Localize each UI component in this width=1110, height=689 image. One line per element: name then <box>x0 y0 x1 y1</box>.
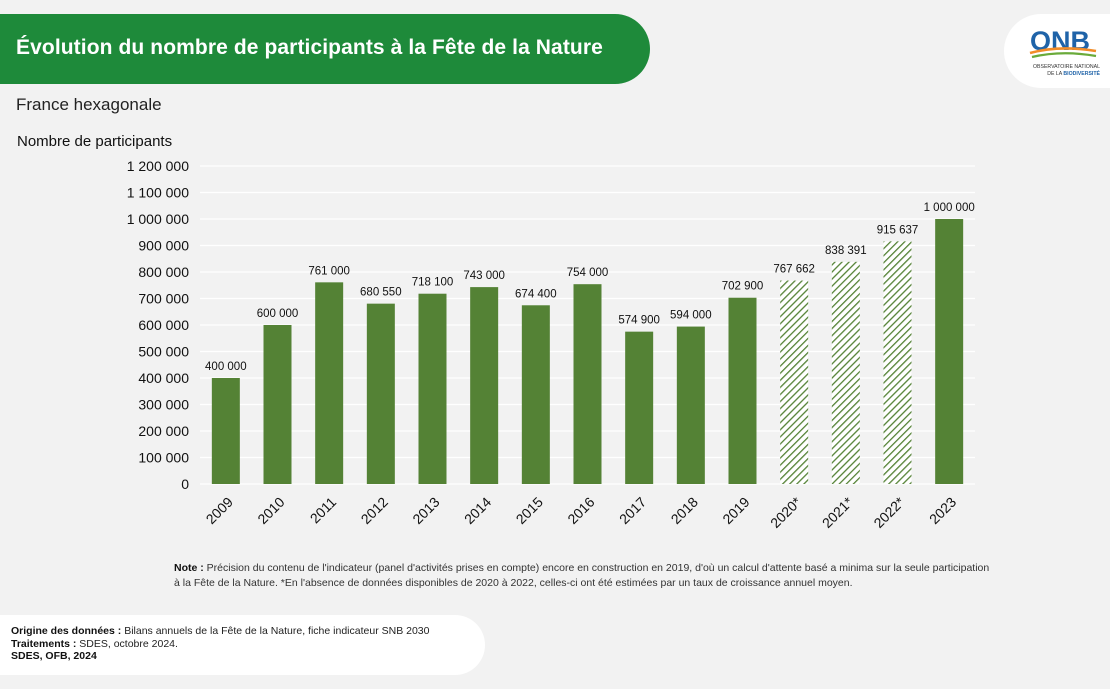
bar <box>263 325 292 484</box>
bar-value-label: 600 000 <box>257 308 299 320</box>
bar-value-label: 761 000 <box>308 265 350 277</box>
y-tick-label: 0 <box>181 476 189 492</box>
x-tick-label: 2019 <box>719 494 752 527</box>
x-tick-label: 2011 <box>307 494 340 527</box>
bar-value-label: 915 637 <box>877 224 919 236</box>
y-tick-label: 1 100 000 <box>127 185 189 201</box>
bar <box>521 305 550 484</box>
y-axis-title: Nombre de participants <box>17 133 173 150</box>
onb-logo-graphic: ONB OBSERVATOIRE NATIONAL DE LA BIODIVER… <box>1029 26 1101 77</box>
x-tick-label: 2012 <box>358 494 391 527</box>
bar <box>470 287 499 484</box>
x-tick-label: 2022* <box>870 493 908 531</box>
x-tick-label: 2018 <box>668 494 701 527</box>
source-treatment: Traitements : SDES, octobre 2024. <box>11 637 178 650</box>
logo-green-swoosh <box>1031 52 1097 59</box>
x-tick-label: 2016 <box>564 494 597 527</box>
bar-value-label: 838 391 <box>825 245 867 257</box>
x-tick-label: 2014 <box>461 494 494 527</box>
y-tick-label: 100 000 <box>138 450 189 466</box>
y-tick-label: 700 000 <box>138 291 189 307</box>
bar <box>935 219 964 484</box>
source-box: Origine des données : Bilans annuels de … <box>0 615 485 675</box>
x-tick-label: 2010 <box>254 494 287 527</box>
bar-value-label: 680 550 <box>360 287 402 299</box>
x-tick-label: 2013 <box>409 494 442 527</box>
x-tick-label: 2017 <box>616 494 649 527</box>
bars <box>211 219 964 484</box>
x-tick-label: 2023 <box>926 494 959 527</box>
chart-note: Note : Précision du contenu de l'indicat… <box>174 561 994 590</box>
bar-value-label: 718 100 <box>412 277 454 289</box>
bar <box>315 282 344 484</box>
x-axis-ticks: 2009 2010 2011 2012 2013 2014 2015 2016 2017 2018… <box>203 493 960 531</box>
bar-chart: 0 100 000 200 000 300 000 400 000 500 000 600 … <box>127 158 975 531</box>
y-tick-label: 300 000 <box>138 397 189 413</box>
y-axis-ticks: 0 100 000 200 000 300 000 400 000 500 000 600 … <box>127 158 190 492</box>
x-tick-label: 2015 <box>513 494 546 527</box>
x-tick-label: 2009 <box>203 494 236 527</box>
bar-value-label: 574 900 <box>618 315 660 327</box>
y-tick-label: 1 000 000 <box>127 211 189 227</box>
page-title: Évolution du nombre de participants à la… <box>16 36 603 59</box>
y-tick-label: 800 000 <box>138 264 189 280</box>
x-tick-label: 2020* <box>767 493 805 531</box>
bar-value-label: 767 662 <box>773 264 815 276</box>
y-tick-label: 500 000 <box>138 344 189 360</box>
bar-value-label: 702 900 <box>722 281 764 293</box>
bar-value-label: 400 000 <box>205 361 247 373</box>
note-text: Précision du contenu de l'indicateur (pa… <box>174 562 990 589</box>
y-tick-label: 400 000 <box>138 370 189 386</box>
y-tick-label: 1 200 000 <box>127 158 189 174</box>
logo-orange-swoosh <box>1029 47 1097 55</box>
y-tick-label: 600 000 <box>138 317 189 333</box>
bar <box>211 378 240 484</box>
bar <box>625 331 654 484</box>
value-labels: 400 000 600 000 761 000 680 550 718 100 743 0… <box>205 202 975 373</box>
note-label: Note : <box>174 562 204 574</box>
bar <box>780 280 809 484</box>
source-text: Origine des données : Bilans annuels de … <box>11 625 429 663</box>
title-banner: Évolution du nombre de participants à la… <box>0 14 650 84</box>
y-tick-label: 900 000 <box>138 238 189 254</box>
bar <box>831 261 860 484</box>
logo-line1: OBSERVATOIRE NATIONAL <box>1033 64 1100 70</box>
bar <box>418 293 447 484</box>
bar <box>573 284 602 484</box>
bar-value-label: 674 400 <box>515 288 557 300</box>
logo-line2: DE LA BIODIVERSITÉ <box>1047 69 1100 77</box>
bar-value-label: 594 000 <box>670 310 712 322</box>
source-credit: SDES, OFB, 2024 <box>11 650 97 662</box>
bar-value-label: 1 000 000 <box>924 202 975 214</box>
source-origin: Origine des données : Bilans annuels de … <box>11 625 430 637</box>
y-tick-label: 200 000 <box>138 423 189 439</box>
bar <box>366 303 395 484</box>
bar <box>883 241 912 484</box>
onb-logo: ONB OBSERVATOIRE NATIONAL DE LA BIODIVER… <box>1004 14 1110 88</box>
bar-value-label: 754 000 <box>567 267 609 279</box>
bar-value-label: 743 000 <box>463 270 505 282</box>
bar <box>676 326 705 484</box>
region-subtitle: France hexagonale <box>16 95 162 114</box>
x-tick-label: 2021* <box>819 493 857 531</box>
bar <box>728 297 757 484</box>
